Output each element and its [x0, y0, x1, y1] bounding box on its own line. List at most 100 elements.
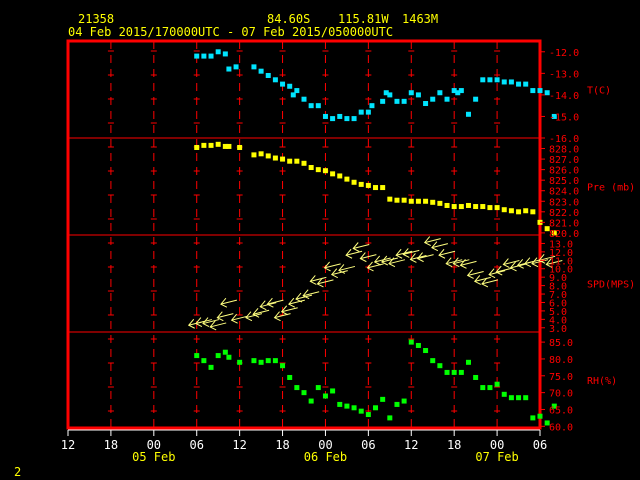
time-period: 04 Feb 2015/170000UTC - 07 Feb 2015/0500… [68, 25, 393, 39]
wind-arrow-head [366, 261, 374, 272]
panel-title: T(C) [587, 86, 611, 97]
wind-arrow [295, 292, 313, 303]
wind-arrow [373, 255, 391, 266]
wind-arrow-head [402, 248, 410, 258]
wind-arrow-head [538, 253, 546, 264]
wind-arrow-head [545, 258, 553, 268]
pre-point [373, 185, 379, 191]
x-tick-label: 06 [533, 438, 547, 452]
wind-arrow-shaft [310, 276, 327, 282]
wind-arrow-shaft [388, 259, 406, 265]
x-tick-label: 06 [361, 438, 375, 452]
rh-point [201, 358, 207, 364]
wind-arrow-head [502, 258, 510, 268]
wind-arrow-head [459, 259, 467, 269]
wind-arrow-shaft [338, 265, 356, 271]
rh-point [222, 349, 228, 355]
t-point [344, 116, 350, 122]
wind-arrow [359, 252, 377, 263]
x-tick-label: 00 [490, 438, 504, 452]
wind-arrow-head [445, 257, 453, 268]
t-point [365, 109, 371, 115]
pre-point [308, 165, 314, 171]
panel-title: SPD(MPS) [587, 280, 635, 291]
pre-point [351, 179, 357, 185]
y-tick-label: 827.0 [549, 155, 579, 166]
wind-arrow-head [416, 252, 424, 263]
wind-arrow-head [395, 248, 403, 259]
wind-arrow [288, 297, 305, 308]
wind-arrow [473, 275, 491, 285]
rh-point [226, 354, 232, 360]
pre-point [222, 143, 228, 149]
wind-arrow-head [295, 292, 303, 303]
date-label: 05 Feb [132, 450, 175, 464]
wind-arrow-shaft [281, 307, 298, 313]
rh-point [480, 385, 486, 391]
x-tick-label: 00 [147, 438, 161, 452]
wind-arrow-head [352, 242, 360, 252]
wind-arrow-head [524, 257, 532, 268]
wind-arrow-shaft [353, 244, 370, 249]
wind-arrow [431, 241, 449, 252]
wind-arrow-head [259, 300, 267, 311]
y-tick-label: 828.0 [549, 145, 579, 156]
pre-point [430, 199, 436, 205]
wind-arrow-shaft [467, 271, 484, 276]
y-tick-label: -15.0 [549, 112, 579, 123]
rh-point [237, 359, 243, 365]
wind-arrow [216, 311, 234, 322]
pre-point [487, 205, 493, 211]
y-tick-label: 5.0 [549, 307, 567, 318]
rh-point [373, 405, 379, 411]
wind-arrow-head [531, 257, 539, 268]
wind-arrow [323, 261, 341, 272]
y-tick-label: 80.0 [549, 355, 573, 366]
pre-point [501, 207, 507, 213]
t-point [494, 77, 500, 83]
t-point [301, 96, 307, 102]
pre-point [258, 151, 264, 157]
wind-arrow [316, 277, 334, 288]
rh-point [437, 363, 443, 369]
pre-point [473, 204, 479, 210]
rh-point [287, 374, 293, 380]
x-tick-label: 00 [318, 438, 332, 452]
rh-point [401, 398, 407, 404]
t-point [251, 64, 257, 70]
pre-point [265, 153, 271, 159]
t-point [226, 66, 232, 72]
y-tick-label: 7.0 [549, 290, 567, 301]
rh-point [523, 395, 529, 401]
t-point [265, 72, 271, 78]
rh-point [451, 369, 457, 375]
t-point [222, 51, 228, 57]
wind-arrow-shaft [331, 270, 348, 276]
wind-arrow [452, 257, 470, 268]
rh-point [423, 348, 429, 354]
t-point [383, 90, 389, 96]
t-point [487, 77, 493, 83]
rh-point [501, 391, 507, 397]
wind-arrow-shaft [438, 250, 456, 256]
pre-point [516, 209, 522, 215]
pre-point [237, 144, 243, 150]
pre-point [344, 176, 350, 182]
t-point [423, 101, 429, 107]
y-tick-label: 821.0 [549, 218, 579, 229]
wind-arrow-shaft [431, 243, 449, 249]
pre-point [494, 205, 500, 211]
pre-point [337, 173, 343, 179]
rh-point [265, 358, 271, 364]
wind-arrow-shaft [474, 276, 491, 282]
y-tick-label: -14.0 [549, 91, 579, 102]
wind-arrow [245, 311, 263, 322]
pre-point [415, 198, 421, 204]
rh-point [215, 353, 221, 359]
wind-arrow [524, 257, 541, 268]
panel-title: RH(%) [587, 376, 617, 387]
wind-arrow-shaft [288, 299, 305, 305]
wind-arrow-shaft [546, 260, 563, 266]
wind-arrow-head [423, 236, 431, 247]
wind-arrow [330, 268, 348, 279]
